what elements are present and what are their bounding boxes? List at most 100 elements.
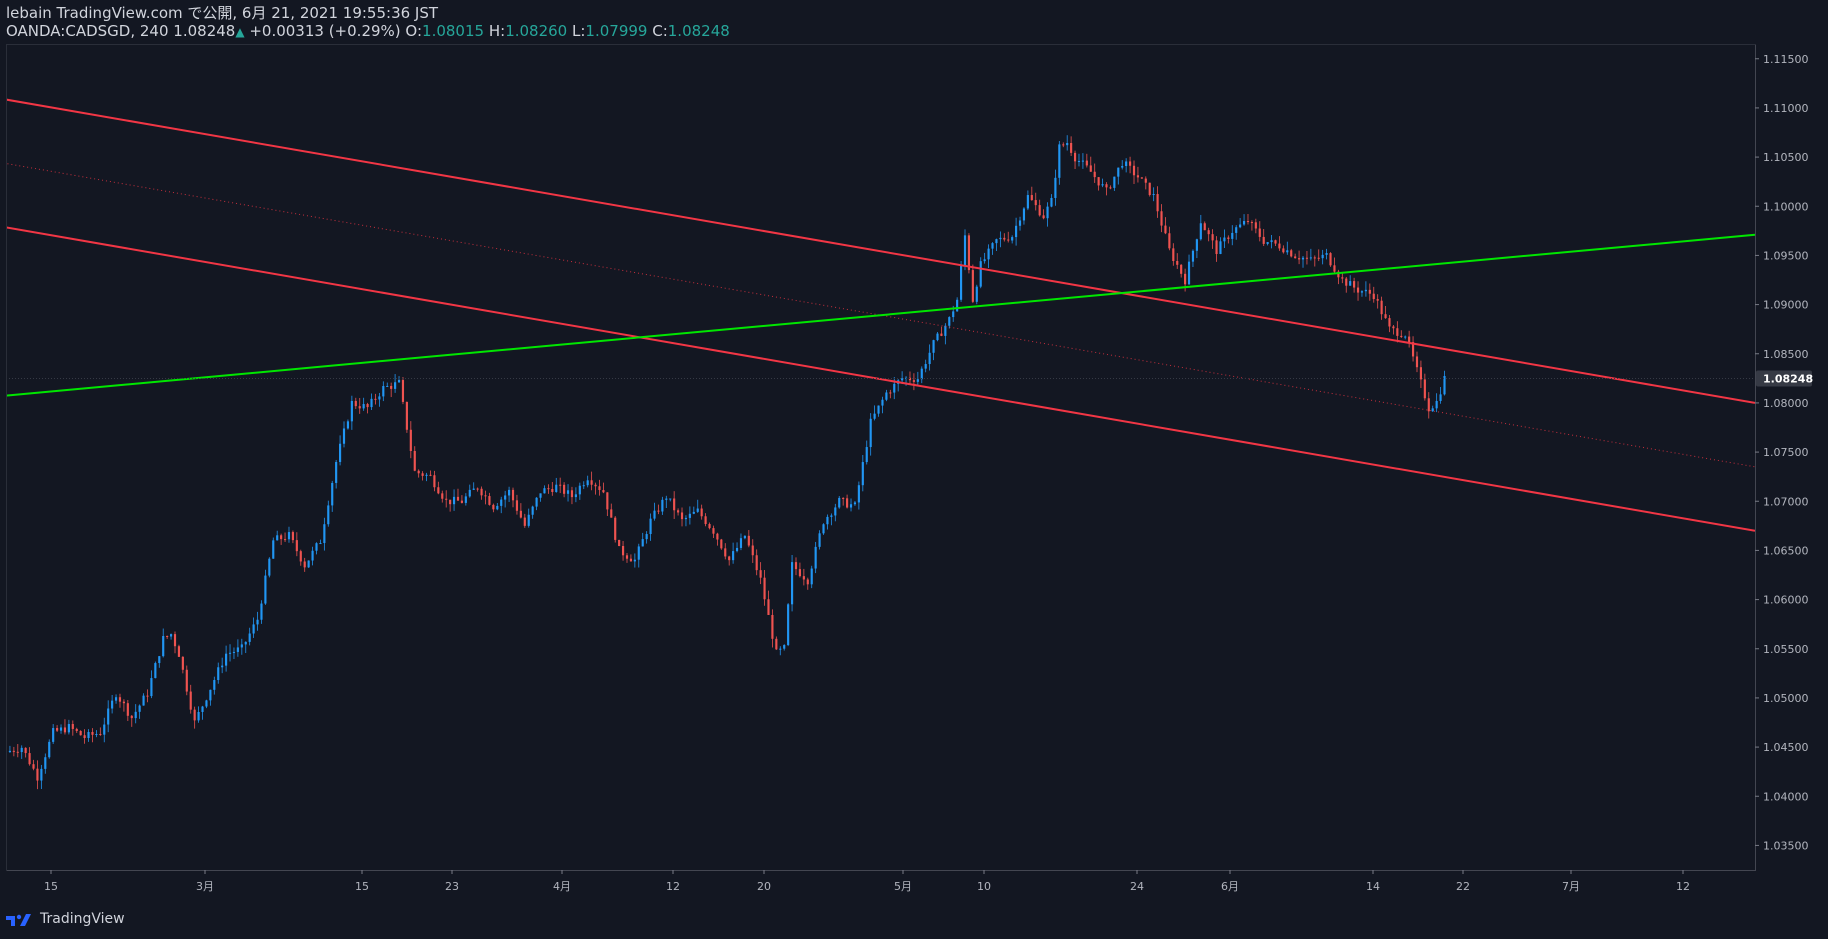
candle-body — [460, 500, 463, 503]
candle-body — [861, 462, 864, 486]
candle-body — [763, 577, 766, 600]
candle-body — [826, 516, 829, 525]
candle-body — [936, 333, 939, 341]
candle-body — [673, 498, 676, 511]
candle-body — [52, 728, 55, 742]
candle-body — [1168, 233, 1171, 249]
y-tick-label: 1.07000 — [1763, 495, 1809, 508]
candle-body — [641, 539, 644, 547]
candle-body — [181, 656, 184, 670]
triangle-up-icon: ▲ — [235, 25, 245, 39]
candle-body — [378, 396, 381, 400]
candle-body — [346, 421, 350, 429]
candle-body — [500, 499, 503, 506]
candle-body — [283, 539, 287, 541]
channel-upper-line[interactable] — [0, 10, 1755, 404]
candle-body — [1144, 178, 1147, 183]
candle-body — [539, 493, 542, 498]
candle-body — [449, 499, 452, 505]
channel-lower-line[interactable] — [0, 137, 1755, 532]
time-axis-border — [6, 870, 1756, 871]
candle-body — [193, 709, 196, 721]
candle-body — [394, 382, 397, 389]
candle-body — [59, 727, 63, 731]
candle-body — [783, 645, 786, 649]
candle-body — [413, 450, 416, 471]
x-tick-label: 4月 — [553, 880, 571, 893]
candle-body — [1262, 236, 1265, 244]
candle-body — [1411, 342, 1415, 357]
candle-body — [425, 474, 428, 476]
candle-body — [920, 368, 923, 380]
candle-body — [36, 768, 39, 781]
candle-body — [563, 484, 566, 494]
candle-body — [1294, 256, 1297, 259]
trendline-line[interactable] — [6, 233, 1755, 397]
candle-body — [1431, 408, 1434, 412]
candle-body — [303, 561, 306, 568]
drawings-layer[interactable] — [0, 10, 1755, 532]
candle-body — [842, 497, 845, 499]
plot-area[interactable] — [6, 44, 1755, 870]
candle-body — [948, 317, 951, 326]
candle-body — [221, 665, 224, 668]
candle-body — [1353, 281, 1356, 288]
candle-body — [1376, 299, 1379, 301]
y-tick-label: 1.11500 — [1763, 53, 1809, 66]
candle-body — [1089, 165, 1092, 172]
y-tick-label: 1.07500 — [1763, 446, 1809, 459]
candle-body — [1415, 356, 1419, 368]
candle-body — [1176, 261, 1179, 265]
candle-body — [1380, 300, 1383, 315]
candle-body — [1317, 257, 1320, 259]
candle-body — [1337, 271, 1340, 278]
symbol-label[interactable]: OANDA:CADSGD, 240 — [6, 22, 169, 40]
candle-body — [331, 482, 334, 506]
candle-body — [1011, 237, 1014, 241]
candle-body — [975, 286, 978, 302]
y-tick-label: 1.10500 — [1763, 151, 1809, 164]
time-axis[interactable]: 15 3月 15 23 4月 12 20 5月 10 24 6月 14 22 7月 12 — [44, 870, 1690, 893]
price-axis[interactable]: 1.11500 1.11000 1.10500 1.10000 1.09500 1.090… — [1755, 53, 1809, 853]
x-tick-label: 7月 — [1562, 880, 1580, 893]
footer: TradingView — [6, 911, 125, 927]
candle-body — [720, 539, 723, 549]
candle-body — [319, 543, 322, 545]
y-tick-label: 1.09000 — [1763, 299, 1809, 312]
x-tick-label: 3月 — [196, 880, 214, 893]
candle-body — [268, 558, 271, 576]
candle-body — [838, 497, 841, 508]
candle-body — [869, 418, 872, 448]
candle-body — [849, 504, 853, 508]
candle-body — [1246, 221, 1250, 223]
y-tick-label: 1.06000 — [1763, 594, 1809, 607]
candle-body — [291, 532, 294, 541]
candle-body — [1007, 239, 1010, 241]
candle-body — [134, 711, 137, 719]
candle-body — [1015, 225, 1018, 238]
candle-body — [987, 248, 990, 260]
candle-body — [712, 528, 715, 534]
candle-body — [476, 488, 479, 490]
candle-body — [342, 428, 346, 444]
candle-body — [1242, 221, 1246, 225]
candle-body — [1211, 234, 1214, 241]
close-value: 1.08248 — [667, 22, 730, 40]
candle-body — [629, 558, 633, 562]
candle-body — [217, 667, 220, 681]
candle-body — [1184, 273, 1187, 285]
candle-body — [1003, 237, 1006, 240]
candle-body — [1070, 142, 1073, 153]
last-price-badge-text: 1.08248 — [1763, 373, 1813, 386]
candle-body — [189, 691, 192, 710]
candle-body — [1349, 281, 1352, 286]
candle-body — [154, 663, 157, 679]
candle-body — [574, 494, 577, 498]
candle-body — [504, 495, 507, 500]
candle-body — [91, 731, 94, 735]
candle-body — [798, 569, 802, 577]
candle-body — [1101, 184, 1104, 186]
candle-body — [16, 751, 19, 753]
candle-body — [999, 237, 1002, 240]
